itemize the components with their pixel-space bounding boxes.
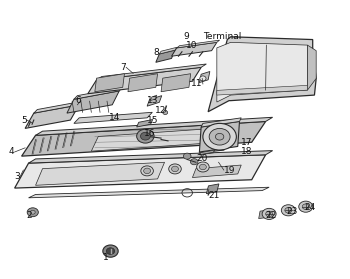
Circle shape	[190, 159, 198, 165]
Polygon shape	[29, 151, 273, 163]
Text: 3: 3	[14, 172, 20, 181]
Circle shape	[200, 76, 206, 81]
Polygon shape	[159, 47, 177, 54]
Circle shape	[209, 128, 230, 145]
Circle shape	[299, 201, 313, 212]
Polygon shape	[156, 50, 175, 62]
Text: 8: 8	[154, 47, 159, 57]
Text: 21: 21	[208, 191, 219, 199]
Text: Terminal: Terminal	[203, 32, 241, 41]
Polygon shape	[91, 127, 234, 151]
Polygon shape	[217, 85, 307, 95]
Polygon shape	[74, 87, 123, 99]
Text: 12: 12	[155, 106, 166, 115]
Polygon shape	[199, 150, 215, 155]
Polygon shape	[25, 105, 79, 128]
Text: 23: 23	[287, 207, 298, 216]
Circle shape	[106, 248, 115, 254]
Polygon shape	[136, 119, 153, 127]
Polygon shape	[74, 112, 152, 123]
Circle shape	[262, 208, 276, 220]
Polygon shape	[128, 74, 158, 92]
Text: 20: 20	[196, 155, 207, 163]
Polygon shape	[259, 210, 266, 219]
Circle shape	[197, 162, 209, 172]
Text: 24: 24	[304, 203, 315, 212]
Text: 9: 9	[183, 32, 189, 41]
Text: 6: 6	[75, 96, 81, 105]
Polygon shape	[206, 184, 219, 194]
Polygon shape	[150, 95, 157, 101]
Text: 4: 4	[9, 148, 15, 157]
Circle shape	[30, 210, 35, 214]
Circle shape	[144, 168, 150, 174]
Polygon shape	[217, 42, 307, 102]
Circle shape	[199, 164, 206, 170]
Circle shape	[163, 111, 168, 114]
Polygon shape	[193, 165, 241, 177]
Polygon shape	[29, 187, 269, 198]
Circle shape	[172, 166, 178, 172]
Polygon shape	[201, 118, 241, 127]
Text: 13: 13	[147, 96, 159, 105]
Text: 14: 14	[109, 113, 120, 122]
Text: 5: 5	[21, 116, 27, 124]
Polygon shape	[199, 121, 239, 152]
Polygon shape	[97, 64, 206, 80]
Circle shape	[281, 205, 295, 216]
Circle shape	[216, 133, 224, 140]
Polygon shape	[95, 74, 125, 92]
Polygon shape	[34, 101, 83, 113]
Circle shape	[203, 123, 236, 150]
Circle shape	[141, 166, 153, 176]
Polygon shape	[208, 37, 316, 112]
Polygon shape	[36, 162, 164, 185]
Text: 1: 1	[103, 253, 109, 262]
Polygon shape	[199, 71, 210, 83]
Circle shape	[302, 204, 309, 210]
Circle shape	[103, 245, 118, 257]
Polygon shape	[88, 67, 201, 94]
Circle shape	[27, 208, 38, 217]
Polygon shape	[15, 155, 266, 188]
Polygon shape	[36, 117, 273, 135]
Polygon shape	[67, 91, 119, 113]
Polygon shape	[22, 121, 266, 156]
Circle shape	[266, 211, 273, 217]
Polygon shape	[147, 96, 162, 106]
Polygon shape	[177, 40, 219, 48]
Polygon shape	[172, 42, 217, 56]
Text: 10: 10	[186, 41, 198, 50]
Text: 11: 11	[191, 80, 203, 88]
Text: 15: 15	[147, 116, 159, 125]
Circle shape	[183, 153, 191, 159]
Circle shape	[136, 129, 154, 143]
Text: 17: 17	[241, 138, 253, 147]
Text: 19: 19	[224, 165, 235, 175]
Polygon shape	[161, 74, 191, 92]
Circle shape	[169, 164, 181, 174]
Text: 2: 2	[27, 211, 32, 220]
Text: 7: 7	[120, 63, 126, 72]
Text: 18: 18	[241, 148, 253, 157]
Circle shape	[140, 132, 150, 140]
Text: 16: 16	[144, 129, 155, 138]
Text: 22: 22	[266, 211, 277, 220]
Circle shape	[285, 208, 292, 213]
Polygon shape	[307, 45, 316, 90]
